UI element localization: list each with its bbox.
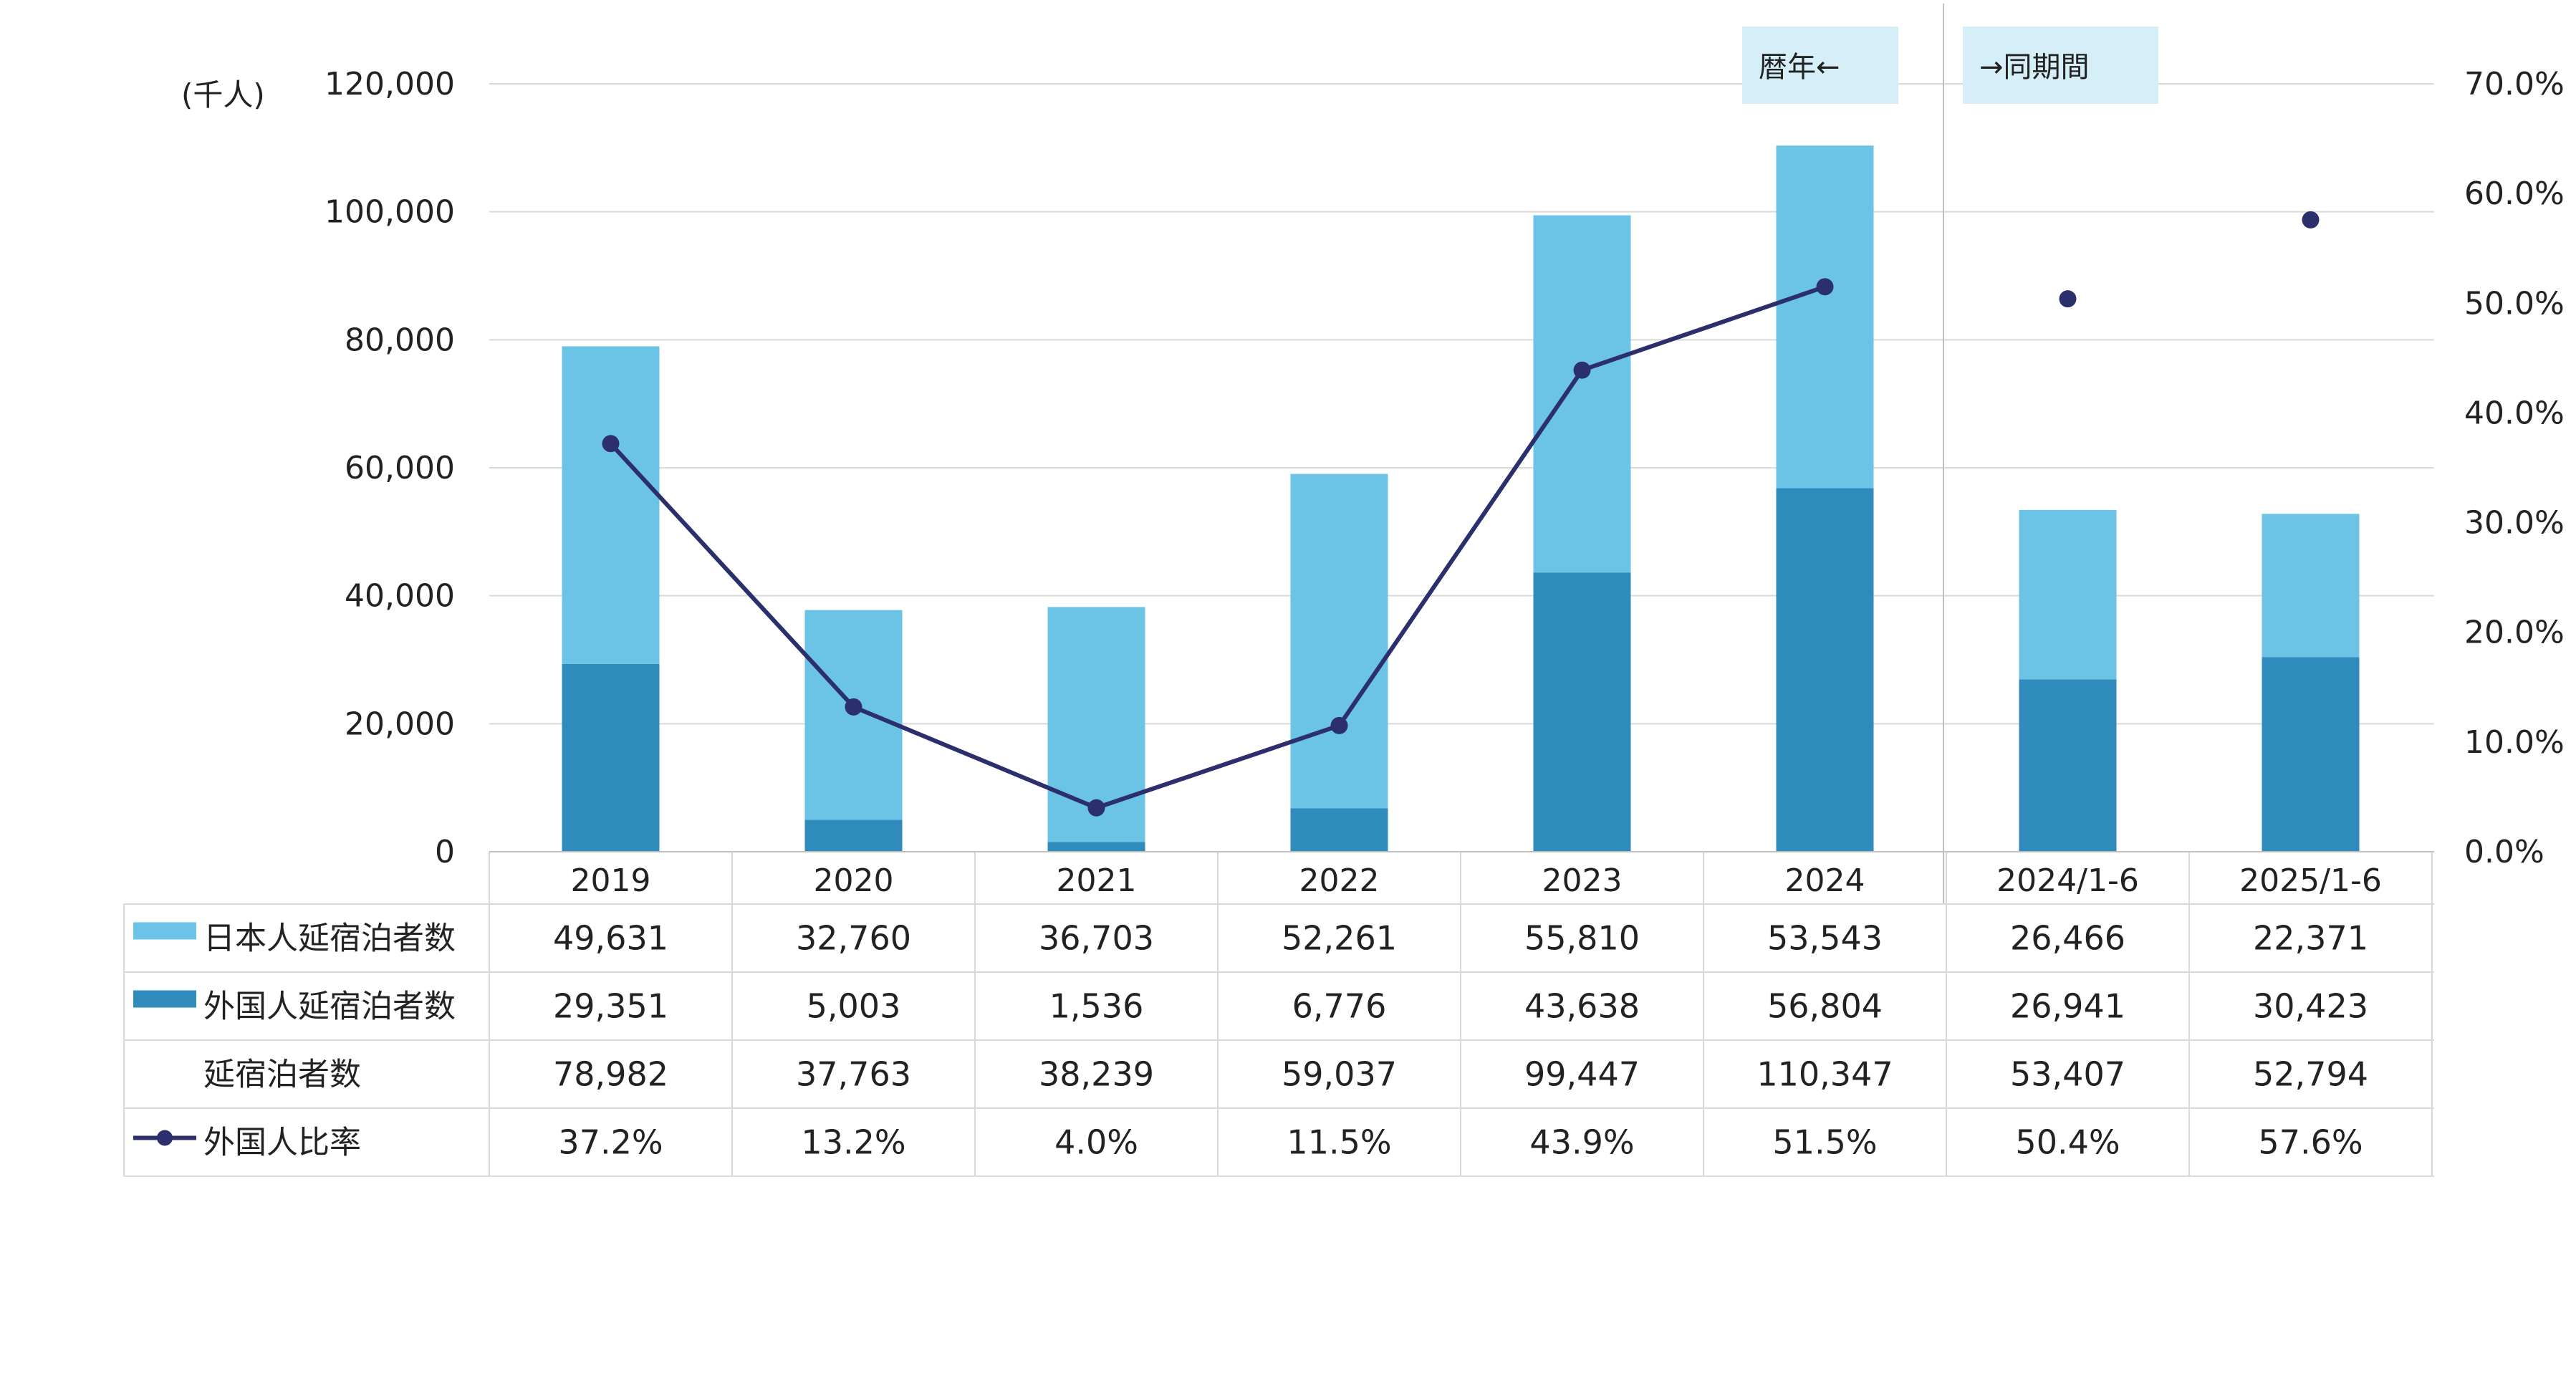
table-cell: 57.6% xyxy=(2258,1123,2363,1162)
ratio-point xyxy=(2302,211,2320,229)
table-cell: 1,536 xyxy=(1049,987,1144,1026)
table-cell: 59,037 xyxy=(1282,1055,1397,1094)
table-cell: 53,407 xyxy=(2010,1055,2125,1094)
ratio-point xyxy=(1330,716,1348,734)
bar-foreign xyxy=(1776,488,1874,852)
table-cell: 29,351 xyxy=(553,987,668,1026)
row-label-foreign: 外国人延宿泊者数 xyxy=(203,989,456,1025)
table-cell: 6,776 xyxy=(1292,987,1387,1026)
x-tick-label: 2022 xyxy=(1299,862,1380,899)
y-right-tick-label: 20.0% xyxy=(2464,615,2565,651)
table-cell: 4.0% xyxy=(1054,1123,1138,1162)
table-cell: 37.2% xyxy=(558,1123,663,1162)
table-cell: 26,466 xyxy=(2010,919,2125,958)
annotation-calendar-year: 暦年← xyxy=(1759,51,1840,84)
y-right-tick-label: 10.0% xyxy=(2464,724,2565,761)
table-cell: 36,703 xyxy=(1039,919,1154,958)
y-right-tick-label: 0.0% xyxy=(2464,834,2544,870)
table-cell: 37,763 xyxy=(796,1055,911,1094)
bar-foreign xyxy=(2019,679,2117,852)
y-right-tick-label: 60.0% xyxy=(2464,176,2565,212)
y-left-tick-label: 60,000 xyxy=(345,450,455,486)
bar-foreign xyxy=(562,663,660,852)
bar-japanese xyxy=(2262,514,2360,658)
table-cell: 26,941 xyxy=(2010,987,2125,1026)
ratio-point xyxy=(1087,799,1105,817)
axes: 0 20,000 40,000 60,000 80,000 100,000 120,000 0… xyxy=(325,66,2565,870)
table-cell: 50.4% xyxy=(2015,1123,2120,1162)
ratio-point xyxy=(602,435,620,453)
row-label-total: 延宿泊者数 xyxy=(203,1057,361,1093)
bar-foreign xyxy=(1533,572,1631,852)
y-left-tick-label: 40,000 xyxy=(345,578,455,615)
y-left-tick-label: 20,000 xyxy=(345,706,455,742)
data-table: 2019 2020 2021 2022 2023 2024 2024/1-6 2025/1-6… xyxy=(123,851,2434,1177)
x-tick-label: 2020 xyxy=(814,862,894,899)
table-cell: 99,447 xyxy=(1524,1055,1640,1094)
bar-foreign xyxy=(804,819,903,852)
table-cell: 11.5% xyxy=(1287,1123,1391,1162)
ratio-point xyxy=(1816,278,1834,296)
row-label-ratio: 外国人比率 xyxy=(203,1125,361,1161)
table-cell: 38,239 xyxy=(1039,1055,1154,1094)
bar-japanese xyxy=(562,346,660,664)
table-cell: 13.2% xyxy=(801,1123,905,1162)
bar-japanese xyxy=(1533,215,1631,573)
y-right-tick-label: 30.0% xyxy=(2464,505,2565,542)
y-right-tick-label: 40.0% xyxy=(2464,395,2565,431)
legend-key-marker xyxy=(157,1130,173,1146)
bars xyxy=(562,145,2360,852)
table-cell: 51.5% xyxy=(1772,1123,1877,1162)
table-cell: 43,638 xyxy=(1524,987,1640,1026)
table-cell: 49,631 xyxy=(553,919,668,958)
ratio-line xyxy=(602,211,2320,817)
y-left-tick-label: 80,000 xyxy=(345,322,455,358)
table-cell: 52,794 xyxy=(2253,1055,2368,1094)
x-tick-label: 2024/1-6 xyxy=(1996,862,2139,899)
bar-foreign xyxy=(1290,808,1388,852)
table-cell: 56,804 xyxy=(1767,987,1883,1026)
table-cell: 43.9% xyxy=(1529,1123,1634,1162)
x-tick-label: 2021 xyxy=(1057,862,1137,899)
table-cell: 52,261 xyxy=(1282,919,1397,958)
y-left-tick-label: 100,000 xyxy=(325,194,455,231)
ratio-point xyxy=(845,698,862,716)
table-cell: 22,371 xyxy=(2253,919,2368,958)
legend-key-japanese xyxy=(133,922,196,940)
x-tick-label: 2024 xyxy=(1785,862,1865,899)
table-cell: 110,347 xyxy=(1756,1055,1893,1094)
bar-foreign xyxy=(1047,842,1145,852)
table-cell: 32,760 xyxy=(796,919,911,958)
annotation-box-same-period xyxy=(1963,27,2158,104)
bar-japanese xyxy=(1776,145,1874,489)
annotations: 暦年← →同期間 xyxy=(1742,27,2158,104)
table-cell: 78,982 xyxy=(553,1055,668,1094)
x-tick-label: 2023 xyxy=(1542,862,1623,899)
gridlines xyxy=(489,83,2434,852)
row-label-japanese: 日本人延宿泊者数 xyxy=(203,920,456,957)
legend-key-foreign xyxy=(133,990,196,1008)
x-tick-label: 2019 xyxy=(571,862,651,899)
y-left-tick-label: 120,000 xyxy=(325,66,455,102)
table-cell: 30,423 xyxy=(2253,987,2368,1026)
table-cell: 53,543 xyxy=(1767,919,1883,958)
bar-japanese xyxy=(1290,473,1388,809)
y-axis-unit-label: (千人) xyxy=(181,77,265,112)
annotation-same-period: →同期間 xyxy=(1979,51,2090,84)
bar-foreign xyxy=(2262,657,2360,852)
ratio-line-path xyxy=(609,284,1826,810)
y-left-tick-label: 0 xyxy=(435,834,455,870)
ratio-point xyxy=(2059,290,2077,308)
x-tick-label: 2025/1-6 xyxy=(2239,862,2382,899)
table-cell: 55,810 xyxy=(1524,919,1640,958)
bar-japanese xyxy=(2019,509,2117,680)
y-right-tick-label: 50.0% xyxy=(2464,285,2565,322)
table-cell: 5,003 xyxy=(807,987,901,1026)
y-right-tick-label: 70.0% xyxy=(2464,66,2565,102)
ratio-point xyxy=(1573,361,1591,379)
annotation-box-calendar-year xyxy=(1742,27,1898,104)
